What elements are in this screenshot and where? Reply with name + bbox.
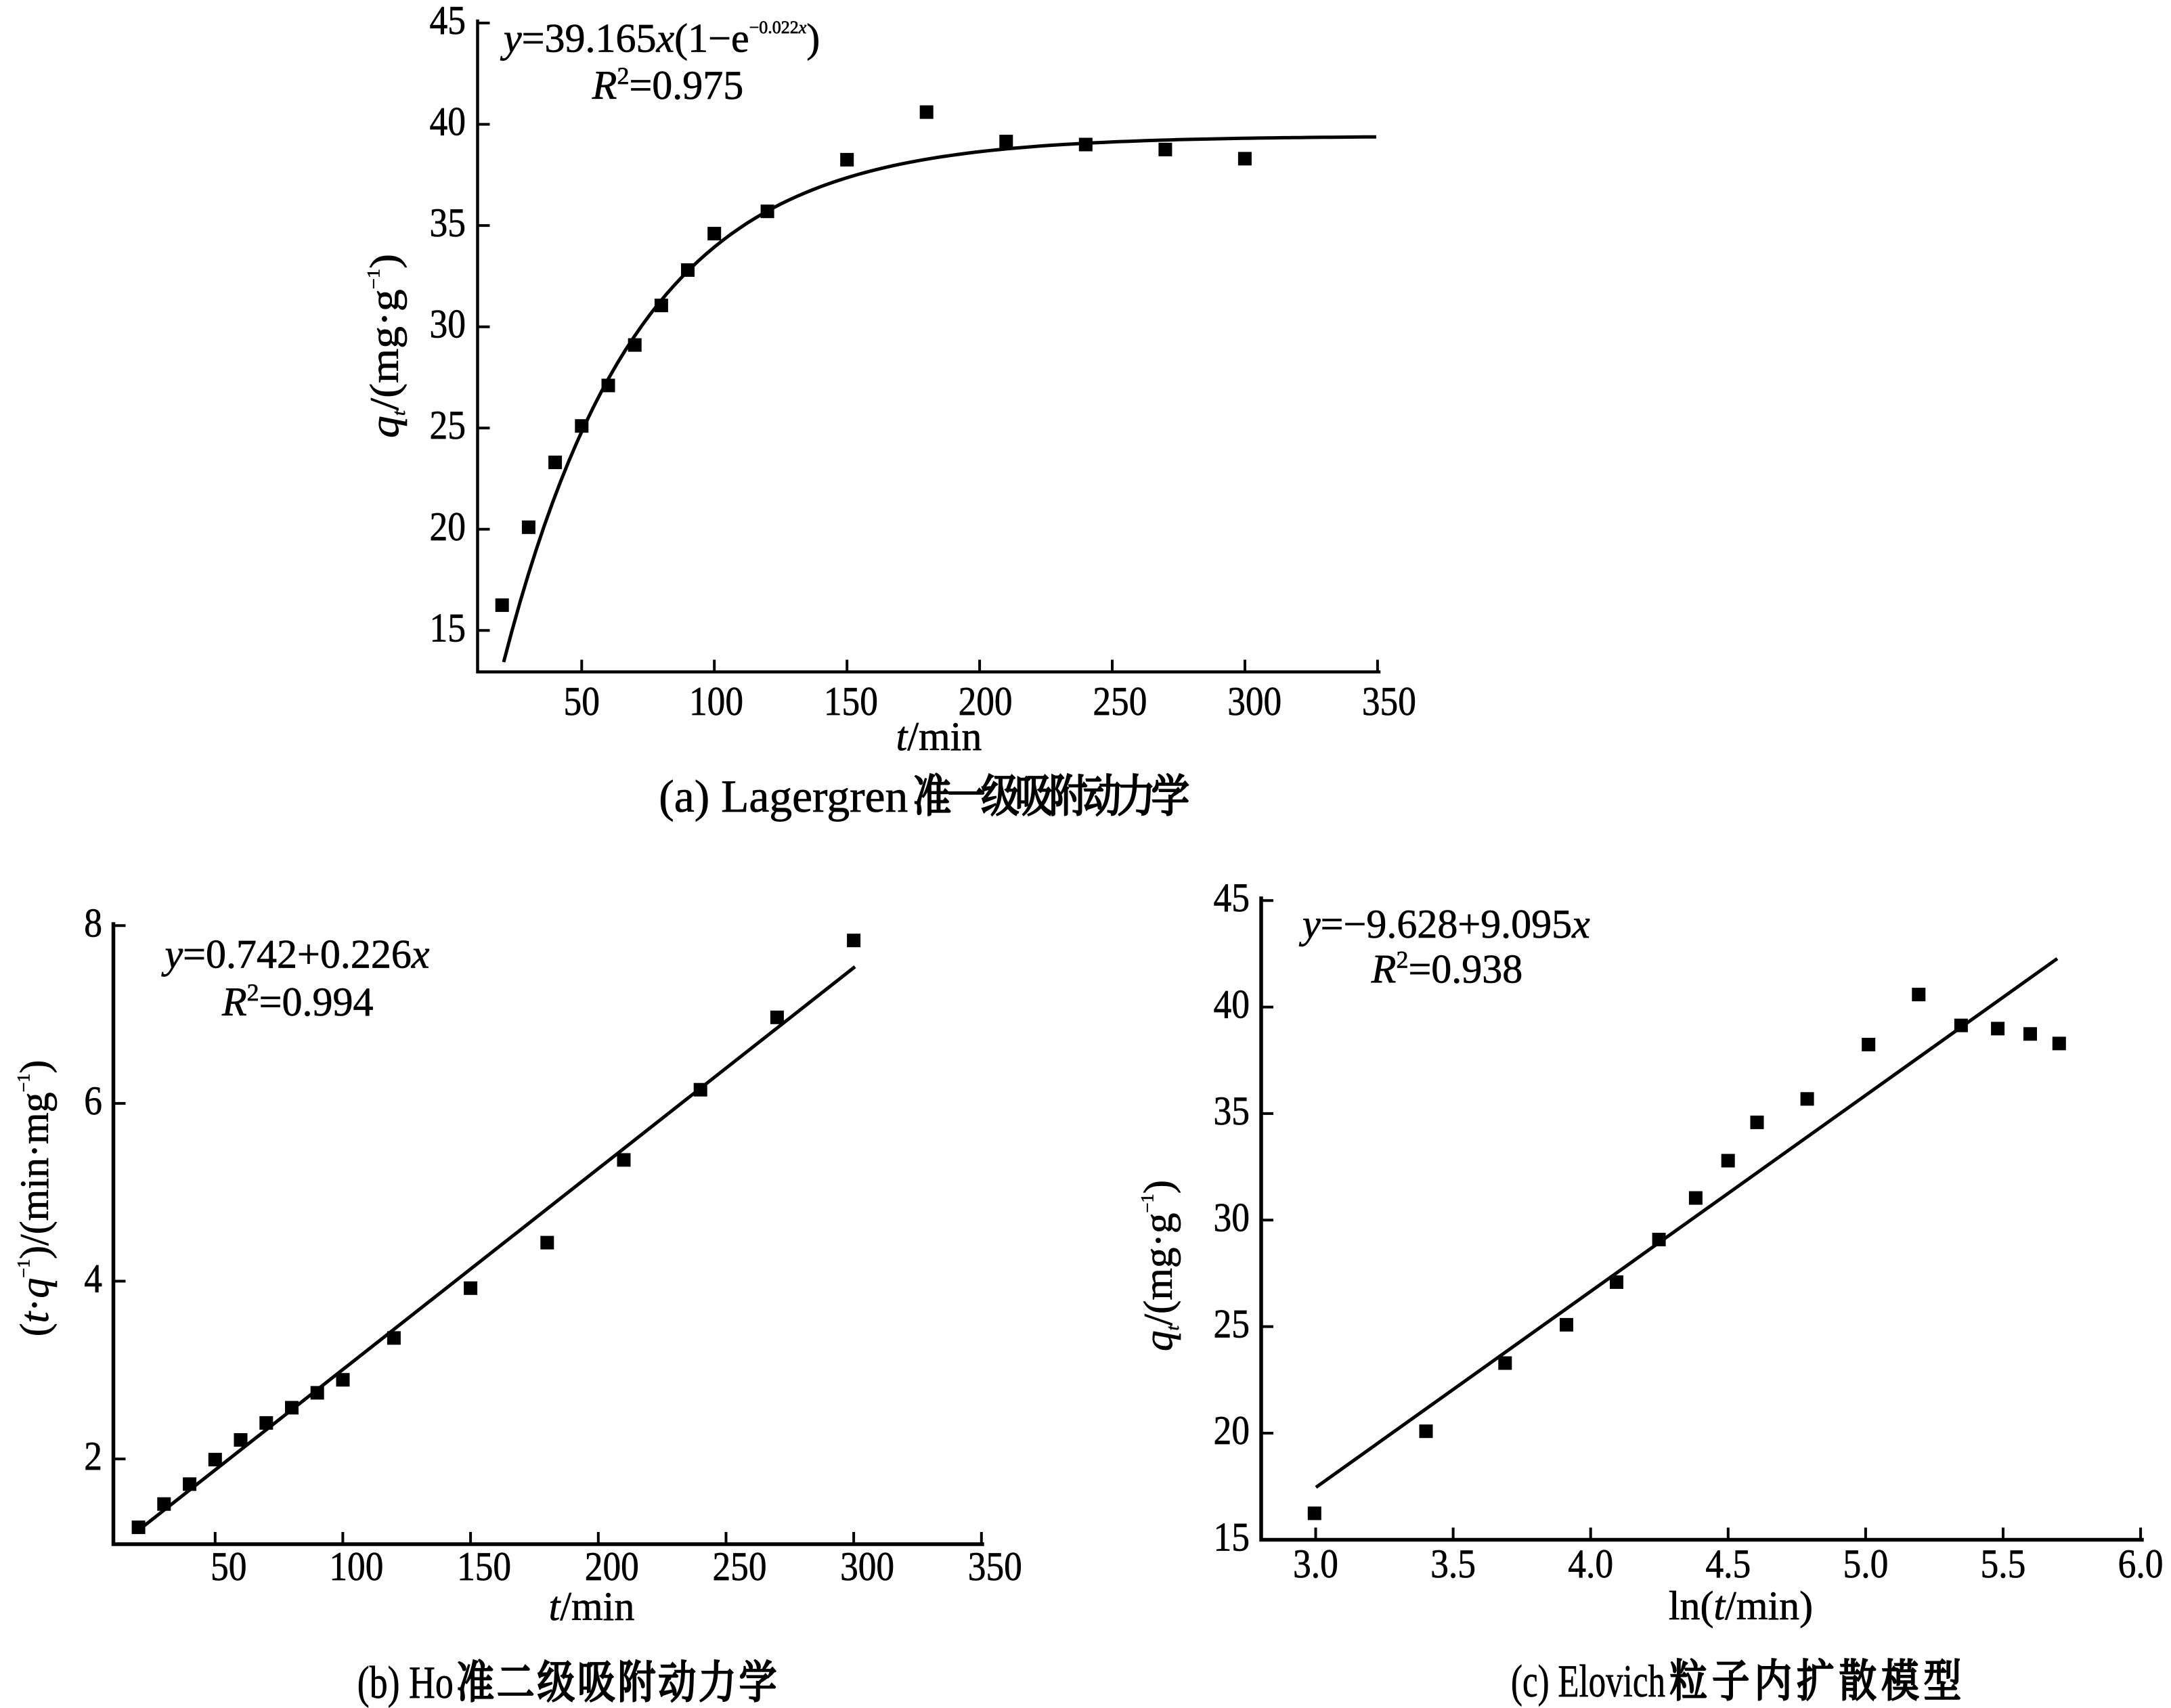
svg-text:(b) Ho: (b) Ho (357, 1657, 454, 1708)
svg-text:3.0: 3.0 (1293, 1541, 1338, 1586)
svg-text:100: 100 (689, 679, 743, 724)
svg-text:40: 40 (430, 100, 466, 144)
svg-text:150: 150 (824, 679, 878, 724)
svg-text:y=0.742+0.226x: y=0.742+0.226x (161, 932, 430, 977)
svg-text:100: 100 (329, 1544, 383, 1589)
svg-text:20: 20 (430, 504, 466, 549)
svg-text:300: 300 (840, 1544, 894, 1589)
svg-text:ln(t/min): ln(t/min) (1669, 1583, 1813, 1628)
svg-text:250: 250 (713, 1544, 767, 1589)
svg-text:25: 25 (1214, 1302, 1250, 1346)
svg-text:45: 45 (430, 0, 466, 43)
svg-text:40: 40 (1214, 982, 1250, 1027)
svg-text:y=39.165x(1−e−0.022x): y=39.165x(1−e−0.022x) (500, 16, 820, 61)
svg-text:y=−9.628+9.095x: y=−9.628+9.095x (1298, 902, 1590, 946)
svg-text:350: 350 (1362, 679, 1416, 724)
svg-text:4.0: 4.0 (1568, 1541, 1613, 1586)
svg-text:35: 35 (430, 200, 466, 245)
svg-text:30: 30 (1214, 1195, 1250, 1240)
svg-text:(a) Lagergren: (a) Lagergren (659, 770, 908, 822)
svg-text:200: 200 (959, 679, 1013, 724)
svg-text:300: 300 (1227, 679, 1281, 724)
svg-text:2: 2 (84, 1434, 102, 1479)
svg-text:4: 4 (84, 1256, 102, 1301)
svg-text:50: 50 (564, 679, 600, 724)
svg-text:qt/(mg·g−1): qt/(mg·g−1) (1136, 1180, 1183, 1351)
svg-text:6: 6 (84, 1078, 102, 1123)
svg-text:35: 35 (1214, 1089, 1250, 1133)
svg-text:25: 25 (430, 403, 466, 447)
svg-text:350: 350 (968, 1544, 1022, 1589)
svg-text:4.5: 4.5 (1705, 1541, 1751, 1586)
svg-text:(t·q−1)/(min·mg−1): (t·q−1)/(min·mg−1) (12, 1060, 57, 1337)
svg-text:15: 15 (1214, 1514, 1250, 1559)
svg-text:15: 15 (430, 605, 466, 650)
svg-text:150: 150 (457, 1544, 511, 1589)
svg-text:50: 50 (211, 1544, 247, 1589)
svg-text:R2=0.938: R2=0.938 (1371, 946, 1523, 992)
svg-text:30: 30 (430, 302, 466, 347)
svg-text:(c) Elovich: (c) Elovich (1511, 1655, 1665, 1707)
svg-text:250: 250 (1093, 679, 1147, 724)
svg-text:t/min: t/min (896, 714, 982, 759)
svg-text:R2=0.994: R2=0.994 (221, 979, 374, 1024)
svg-text:t/min: t/min (549, 1584, 635, 1629)
svg-text:R2=0.975: R2=0.975 (592, 62, 744, 108)
svg-text:200: 200 (585, 1544, 639, 1589)
svg-text:45: 45 (1214, 875, 1250, 920)
svg-text:5.5: 5.5 (1981, 1541, 2026, 1586)
svg-text:6.0: 6.0 (2118, 1541, 2164, 1586)
svg-text:qt/(mg·g−1): qt/(mg·g−1) (362, 254, 409, 438)
svg-text:3.5: 3.5 (1430, 1541, 1476, 1586)
svg-text:20: 20 (1214, 1408, 1250, 1453)
svg-text:5.0: 5.0 (1843, 1541, 1888, 1586)
svg-text:8: 8 (84, 900, 102, 945)
